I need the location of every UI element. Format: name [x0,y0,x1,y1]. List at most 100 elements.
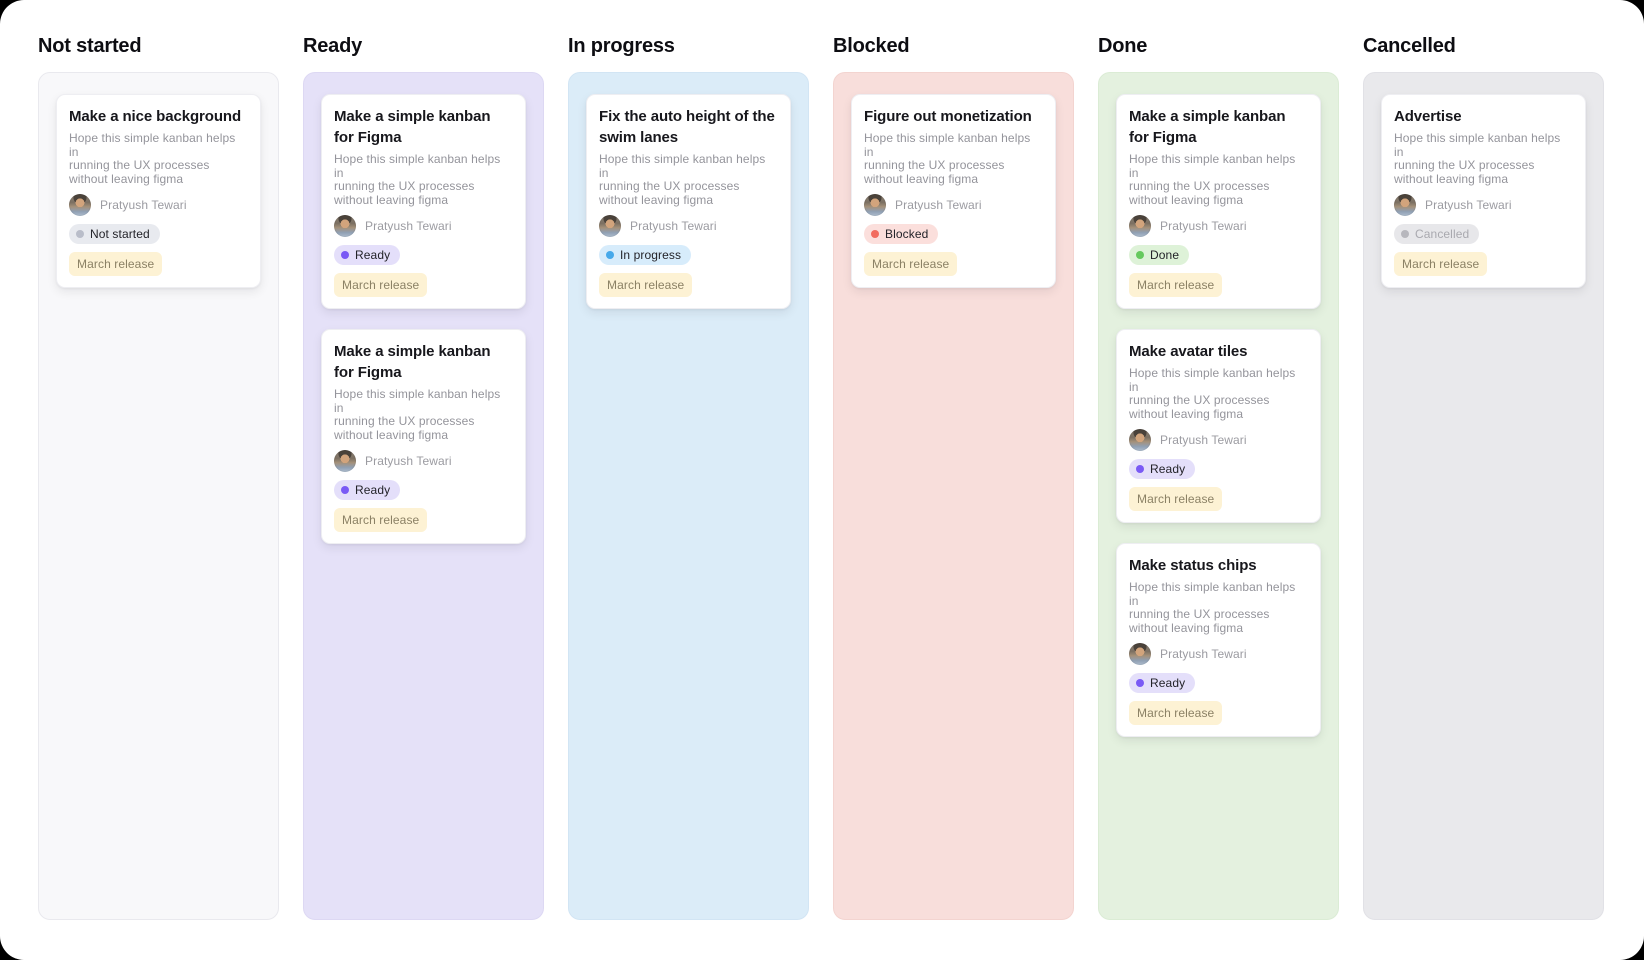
status-chip-row: Ready [1129,459,1308,487]
release-tag: March release [1129,701,1223,725]
card-description: Hope this simple kanban helps in running… [1394,131,1561,186]
release-tag-row: March release [69,252,248,276]
card-title: Fix the auto height of the swim lanes [599,108,775,146]
status-chip-row: Not started [69,224,248,252]
kanban-card[interactable]: Make a simple kanban for Figma Hope this… [1116,94,1321,309]
column-title: Not started [38,35,142,57]
release-tag-label: March release [1137,278,1215,292]
assignee-row: Pratyush Tewari [1129,215,1308,237]
release-tag-row: March release [599,273,778,297]
status-chip-row: Cancelled [1394,224,1573,252]
status-chip: Ready [334,245,401,265]
assignee-row: Pratyush Tewari [1394,194,1573,216]
status-chip: Done [1129,245,1190,265]
column-title: Done [1098,35,1148,57]
card-description: Hope this simple kanban helps in running… [69,131,236,186]
assignee-name: Pratyush Tewari [895,198,982,212]
kanban-card[interactable]: Make status chips Hope this simple kanba… [1116,543,1321,737]
status-label: Ready [1150,676,1186,690]
release-tag: March release [864,252,958,276]
kanban-column: In progress Fix the auto height of the s… [568,34,809,920]
status-chip: Ready [1129,673,1196,693]
card-title: Advertise [1394,108,1462,125]
assignee-name: Pratyush Tewari [100,198,187,212]
assignee-name: Pratyush Tewari [1160,433,1247,447]
assignee-name: Pratyush Tewari [365,219,452,233]
status-label: Not started [90,227,150,241]
swim-lane: Make a nice background Hope this simple … [38,72,279,920]
release-tag-label: March release [1137,706,1215,720]
kanban-column: Blocked Figure out monetization Hope thi… [833,34,1074,920]
release-tag: March release [69,252,163,276]
card-description: Hope this simple kanban helps in running… [334,387,501,442]
status-dot-icon [1136,465,1144,473]
kanban-card[interactable]: Make a simple kanban for Figma Hope this… [321,329,526,544]
card-title: Make status chips [1129,557,1257,574]
card-description: Hope this simple kanban helps in running… [1129,580,1296,635]
release-tag: March release [1129,487,1223,511]
kanban-column: Cancelled Advertise Hope this simple kan… [1363,34,1604,920]
kanban-column: Not started Make a nice background Hope … [38,34,279,920]
status-label: Ready [355,483,391,497]
kanban-card[interactable]: Fix the auto height of the swim lanes Ho… [586,94,791,309]
status-dot-icon [76,230,84,238]
avatar [334,450,356,472]
assignee-row: Pratyush Tewari [1129,429,1308,451]
kanban-card[interactable]: Figure out monetization Hope this simple… [851,94,1056,288]
card-description: Hope this simple kanban helps in running… [1129,152,1296,207]
swim-lane: Advertise Hope this simple kanban helps … [1363,72,1604,920]
status-chip-row: Ready [334,245,513,273]
kanban-card[interactable]: Advertise Hope this simple kanban helps … [1381,94,1586,288]
kanban-card[interactable]: Make a simple kanban for Figma Hope this… [321,94,526,309]
status-label: Blocked [885,227,929,241]
release-tag-row: March release [1394,252,1573,276]
status-label: Cancelled [1415,227,1470,241]
release-tag-row: March release [1129,701,1308,725]
release-tag-label: March release [1402,257,1480,271]
status-chip: Blocked [864,224,939,244]
release-tag: March release [334,273,428,297]
release-tag: March release [599,273,693,297]
release-tag-label: March release [342,513,420,527]
status-label: Ready [355,248,391,262]
avatar [1394,194,1416,216]
card-description: Hope this simple kanban helps in running… [334,152,501,207]
release-tag-row: March release [864,252,1043,276]
card-title: Make avatar tiles [1129,343,1248,360]
assignee-name: Pratyush Tewari [1160,647,1247,661]
status-chip-row: Blocked [864,224,1043,252]
kanban-card[interactable]: Make a nice background Hope this simple … [56,94,261,288]
column-title: Cancelled [1363,35,1456,57]
avatar [864,194,886,216]
release-tag-label: March release [1137,492,1215,506]
status-chip: Not started [69,224,160,244]
status-chip-row: Ready [334,480,513,508]
card-title: Figure out monetization [864,108,1032,125]
assignee-name: Pratyush Tewari [1160,219,1247,233]
release-tag-label: March release [77,257,155,271]
card-title: Make a simple kanban for Figma [334,108,491,146]
assignee-name: Pratyush Tewari [630,219,717,233]
release-tag-row: March release [334,508,513,532]
swim-lane: Fix the auto height of the swim lanes Ho… [568,72,809,920]
column-title: Blocked [833,35,910,57]
status-dot-icon [1136,679,1144,687]
avatar [334,215,356,237]
kanban-board: Not started Make a nice background Hope … [38,34,1606,920]
release-tag-row: March release [1129,273,1308,297]
assignee-row: Pratyush Tewari [1129,643,1308,665]
card-description: Hope this simple kanban helps in running… [864,131,1031,186]
release-tag: March release [1394,252,1488,276]
assignee-name: Pratyush Tewari [365,454,452,468]
kanban-card[interactable]: Make avatar tiles Hope this simple kanba… [1116,329,1321,523]
status-chip-row: Done [1129,245,1308,273]
swim-lane: Make a simple kanban for Figma Hope this… [303,72,544,920]
avatar [1129,429,1151,451]
avatar [1129,643,1151,665]
card-description: Hope this simple kanban helps in running… [1129,366,1296,421]
status-dot-icon [871,230,879,238]
status-chip: Ready [334,480,401,500]
status-label: In progress [620,248,682,262]
release-tag-row: March release [1129,487,1308,511]
